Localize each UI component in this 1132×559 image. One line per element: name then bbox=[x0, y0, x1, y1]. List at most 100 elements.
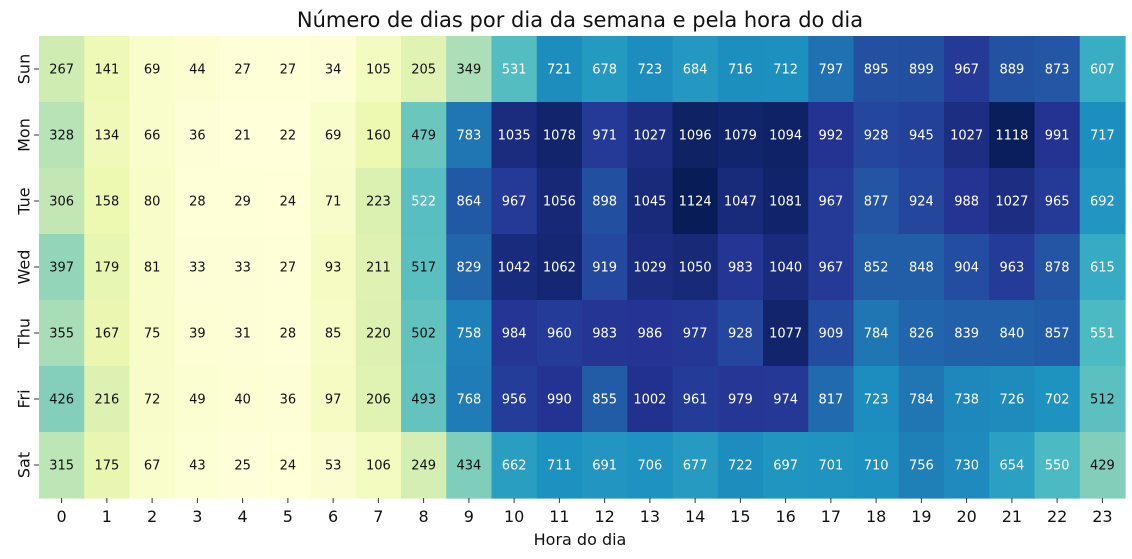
cell-value-label: 710 bbox=[864, 459, 889, 474]
cell-value-label: 72 bbox=[144, 393, 161, 408]
heatmap-cell bbox=[1034, 432, 1081, 499]
heatmap-cell bbox=[401, 102, 447, 169]
cell-value-label: 1042 bbox=[498, 261, 531, 276]
heatmap-cell bbox=[627, 300, 674, 367]
cell-value-label: 1027 bbox=[950, 129, 983, 144]
heatmap-cell bbox=[944, 300, 990, 367]
cell-value-label: 678 bbox=[592, 63, 617, 78]
cell-value-label: 426 bbox=[49, 393, 74, 408]
heatmap-cell bbox=[717, 102, 764, 169]
cell-value-label: 956 bbox=[502, 393, 527, 408]
cell-value-label: 784 bbox=[909, 393, 934, 408]
heatmap-cell bbox=[491, 36, 538, 103]
heatmap-cell bbox=[989, 234, 1036, 301]
cell-value-label: 839 bbox=[954, 327, 979, 342]
cell-value-label: 1035 bbox=[498, 129, 531, 144]
heatmap-cell bbox=[265, 300, 312, 367]
cell-value-label: 93 bbox=[325, 261, 342, 276]
x-tick-label: 19 bbox=[911, 507, 931, 526]
x-tick-label: 11 bbox=[549, 507, 569, 526]
x-tick-label: 21 bbox=[1002, 507, 1022, 526]
heatmap-cell bbox=[944, 168, 990, 235]
cell-value-label: 1078 bbox=[543, 129, 576, 144]
x-tick-label: 20 bbox=[956, 507, 976, 526]
cell-value-label: 205 bbox=[411, 63, 436, 78]
heatmap-cell bbox=[84, 366, 131, 433]
cell-value-label: 1047 bbox=[724, 195, 757, 210]
cell-value-label: 80 bbox=[144, 195, 161, 210]
heatmap-cell bbox=[310, 300, 357, 367]
heatmap-cell bbox=[627, 432, 674, 499]
cell-value-label: 615 bbox=[1090, 261, 1115, 276]
y-tick-label: Thu bbox=[15, 318, 34, 349]
cell-value-label: 175 bbox=[94, 459, 119, 474]
heatmap-cell bbox=[627, 234, 674, 301]
cell-value-label: 67 bbox=[144, 459, 161, 474]
cell-value-label: 493 bbox=[411, 393, 436, 408]
heatmap-cells: 267 141 69 44 27 27 34 105 205 349 531 721 678 723 684… bbox=[39, 36, 1126, 499]
x-tick-label: 2 bbox=[147, 507, 157, 526]
cell-value-label: 721 bbox=[547, 63, 572, 78]
cell-value-label: 1029 bbox=[633, 261, 666, 276]
heatmap-cell bbox=[84, 432, 131, 499]
cell-value-label: 69 bbox=[144, 63, 161, 78]
cell-value-label: 25 bbox=[234, 459, 251, 474]
heatmap-cell bbox=[627, 102, 674, 169]
heatmap-cell bbox=[989, 168, 1036, 235]
cell-value-label: 33 bbox=[189, 261, 206, 276]
heatmap-cell bbox=[220, 366, 266, 433]
heatmap-cell bbox=[39, 36, 85, 103]
heatmap-cell bbox=[898, 102, 945, 169]
heatmap-cell bbox=[853, 36, 900, 103]
cell-value-label: 328 bbox=[49, 129, 74, 144]
cell-value-label: 434 bbox=[456, 459, 481, 474]
cell-value-label: 711 bbox=[547, 459, 572, 474]
cell-value-label: 857 bbox=[1045, 327, 1070, 342]
heatmap-cell bbox=[220, 36, 266, 103]
cell-value-label: 29 bbox=[234, 195, 251, 210]
cell-value-label: 963 bbox=[999, 261, 1024, 276]
cell-value-label: 1079 bbox=[724, 129, 757, 144]
heatmap-cell bbox=[717, 432, 764, 499]
heatmap-cell bbox=[491, 234, 538, 301]
cell-value-label: 134 bbox=[94, 129, 119, 144]
cell-value-label: 1027 bbox=[995, 195, 1028, 210]
heatmap-cell bbox=[84, 168, 131, 235]
cell-value-label: 967 bbox=[818, 195, 843, 210]
cell-value-label: 909 bbox=[818, 327, 843, 342]
cell-value-label: 840 bbox=[999, 327, 1024, 342]
heatmap-cell bbox=[853, 366, 900, 433]
cell-value-label: 36 bbox=[189, 129, 206, 144]
cell-value-label: 726 bbox=[999, 393, 1024, 408]
cell-value-label: 797 bbox=[818, 63, 843, 78]
cell-value-label: 898 bbox=[592, 195, 617, 210]
heatmap-cell bbox=[265, 366, 312, 433]
heatmap-cell bbox=[491, 300, 538, 367]
heatmap-cell bbox=[265, 168, 312, 235]
heatmap-cell bbox=[39, 234, 85, 301]
cell-value-label: 960 bbox=[547, 327, 572, 342]
cell-value-label: 1056 bbox=[543, 195, 576, 210]
cell-value-label: 28 bbox=[189, 195, 206, 210]
cell-value-label: 758 bbox=[456, 327, 481, 342]
heatmap-cell bbox=[763, 300, 809, 367]
x-tick-label: 4 bbox=[238, 507, 248, 526]
heatmap-cell bbox=[763, 366, 809, 433]
heatmap-cell bbox=[898, 366, 945, 433]
heatmap-cell bbox=[1079, 432, 1126, 499]
cell-value-label: 21 bbox=[234, 129, 251, 144]
cell-value-label: 1062 bbox=[543, 261, 576, 276]
cell-value-label: 1045 bbox=[633, 195, 666, 210]
cell-value-label: 267 bbox=[49, 63, 74, 78]
heatmap-cell bbox=[989, 366, 1036, 433]
cell-value-label: 783 bbox=[456, 129, 481, 144]
heatmap-cell bbox=[627, 366, 674, 433]
heatmap-cell bbox=[220, 102, 266, 169]
cell-value-label: 179 bbox=[94, 261, 119, 276]
heatmap-cell bbox=[898, 234, 945, 301]
cell-value-label: 855 bbox=[592, 393, 617, 408]
heatmap-cell bbox=[1079, 366, 1126, 433]
heatmap-cell bbox=[129, 102, 176, 169]
cell-value-label: 756 bbox=[909, 459, 934, 474]
cell-value-label: 550 bbox=[1045, 459, 1070, 474]
